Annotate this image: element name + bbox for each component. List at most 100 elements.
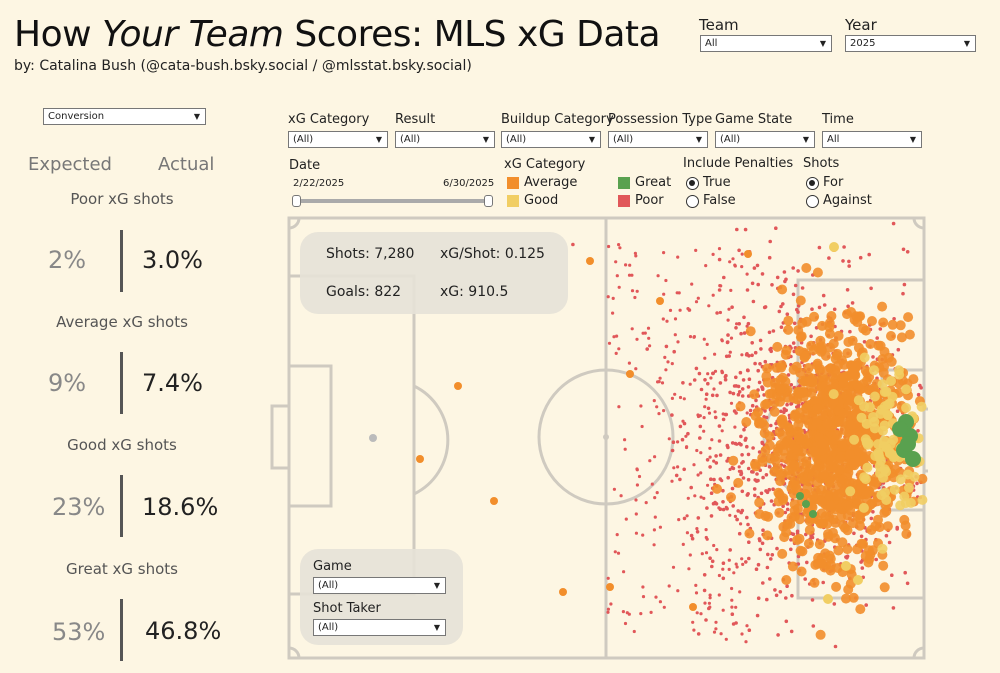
date-slider-track[interactable] bbox=[297, 199, 488, 203]
shot-dot bbox=[619, 494, 623, 498]
shots-against-label[interactable]: Against bbox=[823, 193, 872, 208]
shot-dot bbox=[612, 335, 616, 339]
shot-dot bbox=[767, 255, 772, 260]
result-dropdown[interactable]: (All) ▼ bbox=[395, 131, 495, 148]
shot-dot bbox=[761, 528, 765, 532]
shot-dot bbox=[634, 512, 638, 516]
shot-dot bbox=[783, 315, 794, 326]
shot-dot bbox=[889, 484, 900, 495]
metric-dropdown[interactable]: Conversion ▼ bbox=[43, 108, 206, 125]
shot-dot bbox=[793, 283, 798, 288]
shot-dot bbox=[618, 246, 622, 250]
shot-dot bbox=[714, 454, 718, 458]
shot-dot bbox=[801, 263, 812, 273]
shot-dot bbox=[752, 487, 757, 491]
shot-dot bbox=[729, 401, 734, 405]
shot-dot bbox=[673, 317, 678, 321]
shot-dot bbox=[773, 588, 777, 592]
penalties-true-label[interactable]: True bbox=[703, 175, 731, 190]
shot-dot bbox=[859, 352, 870, 363]
date-start: 2/22/2025 bbox=[293, 178, 345, 189]
page-title: How Your Team Scores: MLS xG Data bbox=[14, 14, 661, 55]
shots-for-label[interactable]: For bbox=[823, 175, 844, 190]
shot-dot bbox=[822, 365, 833, 376]
shot-dot bbox=[765, 565, 770, 570]
shot-dot bbox=[801, 316, 812, 327]
penalties-true-radio[interactable] bbox=[686, 177, 699, 190]
shot-dot bbox=[741, 476, 746, 480]
shot-dot bbox=[719, 632, 723, 636]
shot-dot bbox=[738, 590, 742, 594]
shot-dot bbox=[849, 434, 860, 445]
shot-dot bbox=[795, 295, 806, 306]
shot-dot bbox=[884, 448, 895, 459]
chevron-down-icon: ▼ bbox=[375, 135, 382, 144]
shot-dot bbox=[901, 529, 912, 539]
shot-dot bbox=[634, 498, 638, 502]
shot-dot bbox=[852, 544, 863, 555]
shot-dot bbox=[745, 411, 749, 415]
shots-for-radio[interactable] bbox=[806, 177, 819, 190]
shot-taker-dropdown[interactable]: (All) ▼ bbox=[313, 619, 446, 636]
shot-dot bbox=[617, 285, 621, 289]
shot-dot bbox=[849, 314, 860, 325]
shot-dot bbox=[769, 499, 774, 503]
team-dropdown[interactable]: All ▼ bbox=[700, 35, 832, 52]
game-dropdown[interactable]: (All) ▼ bbox=[313, 577, 446, 594]
shot-dot bbox=[832, 490, 843, 501]
shot-dot bbox=[756, 596, 761, 600]
shot-dot bbox=[873, 514, 883, 525]
shot-dot bbox=[705, 342, 709, 346]
centre-circle bbox=[537, 368, 675, 506]
shot-dot bbox=[703, 378, 707, 382]
shot-dot bbox=[416, 455, 424, 463]
shot-dot bbox=[671, 565, 676, 569]
shot-dot bbox=[852, 380, 863, 391]
shot-dot bbox=[758, 362, 762, 366]
shot-dot bbox=[703, 356, 707, 360]
game-state-value: (All) bbox=[720, 134, 741, 145]
shot-dot bbox=[771, 329, 776, 333]
shot-dot bbox=[681, 542, 685, 546]
shot-dot bbox=[809, 577, 820, 588]
chevron-down-icon: ▼ bbox=[588, 135, 595, 144]
shot-dot bbox=[779, 439, 790, 450]
shot-dot bbox=[656, 274, 660, 278]
shots-against-radio[interactable] bbox=[806, 195, 819, 208]
shot-dot bbox=[836, 417, 847, 428]
shot-dot bbox=[865, 339, 876, 349]
shot-dot bbox=[731, 622, 736, 626]
date-slider-start-handle[interactable] bbox=[292, 195, 301, 207]
shot-dot bbox=[762, 530, 773, 541]
shot-dot bbox=[905, 451, 921, 467]
shot-dot bbox=[847, 259, 851, 264]
shot-dot bbox=[634, 531, 638, 535]
shot-dot bbox=[676, 440, 680, 444]
shot-dot bbox=[825, 553, 836, 564]
right-goal bbox=[922, 407, 928, 473]
penalties-false-label[interactable]: False bbox=[703, 193, 736, 208]
possession-dropdown[interactable]: (All) ▼ bbox=[608, 131, 708, 148]
shot-dot bbox=[839, 425, 850, 436]
shot-dot bbox=[768, 577, 772, 581]
shot-dot bbox=[664, 344, 669, 349]
shot-dot bbox=[731, 504, 735, 508]
shot-dots bbox=[416, 221, 928, 649]
shot-dot bbox=[895, 409, 900, 413]
shot-dot bbox=[792, 535, 803, 545]
time-dropdown[interactable]: All ▼ bbox=[822, 131, 922, 148]
shot-dot bbox=[903, 312, 914, 323]
left-six-yard-box bbox=[287, 364, 333, 508]
date-slider-end-handle[interactable] bbox=[484, 195, 493, 207]
xg-category-dropdown[interactable]: (All) ▼ bbox=[288, 131, 388, 148]
game-state-dropdown[interactable]: (All) ▼ bbox=[715, 131, 815, 148]
shot-dot bbox=[730, 305, 734, 309]
shot-dot bbox=[648, 344, 652, 348]
shot-dot bbox=[623, 438, 627, 442]
year-dropdown[interactable]: 2025 ▼ bbox=[845, 35, 976, 52]
penalties-false-radio[interactable] bbox=[686, 195, 699, 208]
shot-dot bbox=[658, 525, 662, 529]
shot-dot bbox=[741, 562, 745, 566]
buildup-dropdown[interactable]: (All) ▼ bbox=[501, 131, 601, 148]
shot-dot bbox=[828, 527, 838, 538]
